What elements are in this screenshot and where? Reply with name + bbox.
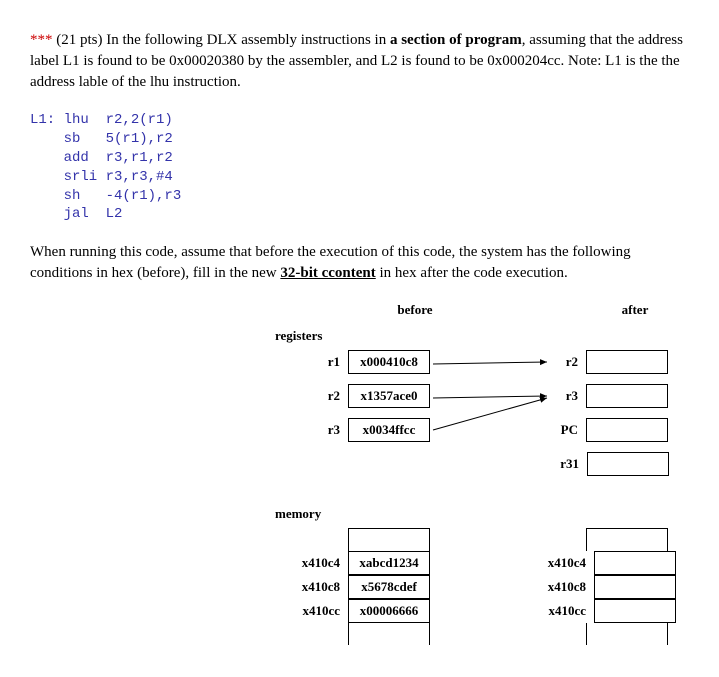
reg-after-label-r2: r2 xyxy=(548,354,586,370)
reg-row-r31: r31 xyxy=(30,452,689,476)
problem-statement: *** (21 pts) In the following DLX assemb… xyxy=(30,30,689,93)
mem-after-label-0: x410c4 xyxy=(526,555,594,571)
reg-value-r1: x000410c8 xyxy=(348,350,430,374)
mem-after-box-2 xyxy=(594,599,676,623)
memory-label: memory xyxy=(275,506,689,522)
reg-after-box-pc xyxy=(586,418,668,442)
reg-value-r3: x0034ffcc xyxy=(348,418,430,442)
instruction-text: When running this code, assume that befo… xyxy=(30,242,689,284)
reg-label-r1: r1 xyxy=(30,354,348,370)
reg-row-r2: r2 x1357ace0 r3 xyxy=(30,384,689,408)
stars-marker: *** xyxy=(30,32,53,48)
mem-row-2: x410cc x00006666 x410cc xyxy=(30,599,689,623)
memory-block: x410c4 xabcd1234 x410c4 x410c8 x5678cdef… xyxy=(30,528,689,645)
reg-after-box-r2 xyxy=(586,350,668,374)
mem-label-1: x410c8 xyxy=(30,579,348,595)
mem-after-label-1: x410c8 xyxy=(526,579,594,595)
problem-bold1: a section of program xyxy=(390,32,522,48)
points-text: (21 pts) xyxy=(56,32,102,48)
mem-value-1: x5678cdef xyxy=(348,575,430,599)
column-headers: before after xyxy=(30,302,689,318)
mem-row-top xyxy=(30,528,689,551)
mem-after-box-1 xyxy=(594,575,676,599)
mem-value-2: x00006666 xyxy=(348,599,430,623)
registers-block: r1 x000410c8 r2 r2 x1357ace0 r3 r3 x0034… xyxy=(30,350,689,476)
reg-value-r2: x1357ace0 xyxy=(348,384,430,408)
reg-after-box-r31 xyxy=(587,452,669,476)
mem-label-2: x410cc xyxy=(30,603,348,619)
instruction-underline: 32-bit ccontent xyxy=(280,265,375,281)
registers-label: registers xyxy=(275,328,689,344)
assembly-code: L1: lhu r2,2(r1) sb 5(r1),r2 add r3,r1,r… xyxy=(30,111,689,224)
mem-row-0: x410c4 xabcd1234 x410c4 xyxy=(30,551,689,575)
problem-text1: In the following DLX assembly instructio… xyxy=(106,32,386,48)
instruction-text2: in hex after the code execution. xyxy=(376,265,568,281)
reg-after-label-r3: r3 xyxy=(548,388,586,404)
reg-label-r2: r2 xyxy=(30,388,348,404)
mem-after-box-0 xyxy=(594,551,676,575)
table-sections: before after registers r1 x000410c8 r2 r… xyxy=(30,302,689,645)
mem-row-bottom xyxy=(30,623,689,645)
mem-after-label-2: x410cc xyxy=(526,603,594,619)
mem-row-1: x410c8 x5678cdef x410c8 xyxy=(30,575,689,599)
reg-label-r3: r3 xyxy=(30,422,348,438)
after-header: after xyxy=(595,302,675,318)
mem-label-0: x410c4 xyxy=(30,555,348,571)
reg-after-label-pc: PC xyxy=(548,422,586,438)
reg-after-label-r31: r31 xyxy=(549,456,587,472)
reg-row-r1: r1 x000410c8 r2 xyxy=(30,350,689,374)
reg-after-box-r3 xyxy=(586,384,668,408)
mem-value-0: xabcd1234 xyxy=(348,551,430,575)
before-header: before xyxy=(375,302,455,318)
reg-row-r3: r3 x0034ffcc PC xyxy=(30,418,689,442)
